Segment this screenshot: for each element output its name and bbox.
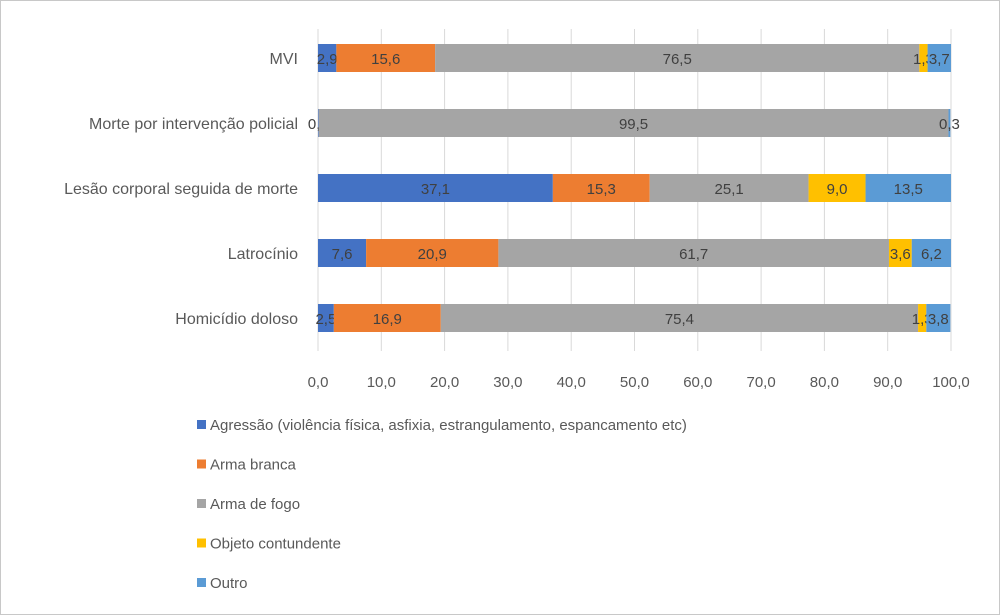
data-label: 3,6 (890, 246, 911, 263)
x-tick-label: 10,0 (367, 374, 396, 391)
x-tick-label: 90,0 (873, 374, 902, 391)
data-label: 2,5 (315, 311, 336, 328)
x-tick-label: 0,0 (308, 374, 329, 391)
data-label: 25,1 (715, 181, 744, 198)
bar-segment (919, 44, 928, 72)
legend-label: Outro (210, 575, 248, 592)
x-tick-label: 40,0 (557, 374, 586, 391)
bar-segment (911, 239, 951, 267)
bar-segment (888, 239, 912, 267)
bar-segment (318, 239, 367, 267)
data-label: 20,9 (418, 246, 447, 263)
data-label: 37,1 (421, 181, 450, 198)
bar-segment (927, 44, 951, 72)
data-label: 6,2 (921, 246, 942, 263)
bar-segment (318, 44, 337, 72)
bar-segment (498, 239, 889, 267)
bar-segment (318, 174, 553, 202)
bar-segment (318, 304, 334, 332)
x-tick-label: 60,0 (683, 374, 712, 391)
category-label: Latrocínio (228, 246, 298, 263)
legend-swatch (197, 420, 206, 429)
data-label: 15,3 (587, 181, 616, 198)
legend-swatch (197, 538, 206, 548)
bar-segment (552, 174, 650, 202)
legend-label: Agressão (violência física, asfixia, est… (210, 417, 687, 434)
x-tick-label: 70,0 (746, 374, 775, 391)
bar-segment (808, 174, 866, 202)
bar-segment (435, 44, 920, 72)
legend-swatch (197, 459, 206, 469)
data-label: 13,5 (894, 181, 923, 198)
bar-segment (649, 174, 809, 202)
x-tick-label: 100,0 (932, 374, 970, 391)
legend-swatch (197, 499, 206, 508)
x-tick-label: 20,0 (430, 374, 459, 391)
bar-segment (948, 109, 951, 137)
bar-segment (333, 304, 441, 332)
data-label: 76,5 (663, 51, 692, 68)
bar-segment (440, 304, 919, 332)
category-label: Lesão corporal seguida de morte (64, 181, 298, 198)
x-tick-label: 80,0 (810, 374, 839, 391)
bar-segment (865, 174, 951, 202)
category-label: Morte por intervenção policial (89, 116, 298, 133)
category-label: MVI (270, 51, 298, 68)
data-label: 7,6 (332, 246, 353, 263)
data-label: 75,4 (665, 311, 694, 328)
bar-segment (318, 109, 319, 137)
legend-label: Arma branca (210, 457, 297, 474)
legend-label: Objeto contundente (210, 536, 341, 553)
data-label: 99,5 (619, 116, 648, 133)
data-label: 61,7 (679, 246, 708, 263)
x-tick-label: 50,0 (620, 374, 649, 391)
category-label: Homicídio doloso (175, 311, 298, 328)
data-label: 15,6 (371, 51, 400, 68)
x-tick-label: 30,0 (493, 374, 522, 391)
legend-swatch (197, 578, 206, 587)
bar-segment (366, 239, 499, 267)
data-label: 9,0 (827, 181, 848, 198)
bar-segment (918, 304, 927, 332)
data-label: 3,7 (929, 51, 950, 68)
bar-segment (926, 304, 951, 332)
data-label: 3,8 (928, 311, 949, 328)
data-label: 0,3 (939, 116, 960, 133)
data-label: 2,9 (317, 51, 338, 68)
data-label: 16,9 (373, 311, 402, 328)
legend-label: Arma de fogo (210, 496, 300, 513)
bar-segment (336, 44, 436, 72)
bar-segment (318, 109, 949, 137)
